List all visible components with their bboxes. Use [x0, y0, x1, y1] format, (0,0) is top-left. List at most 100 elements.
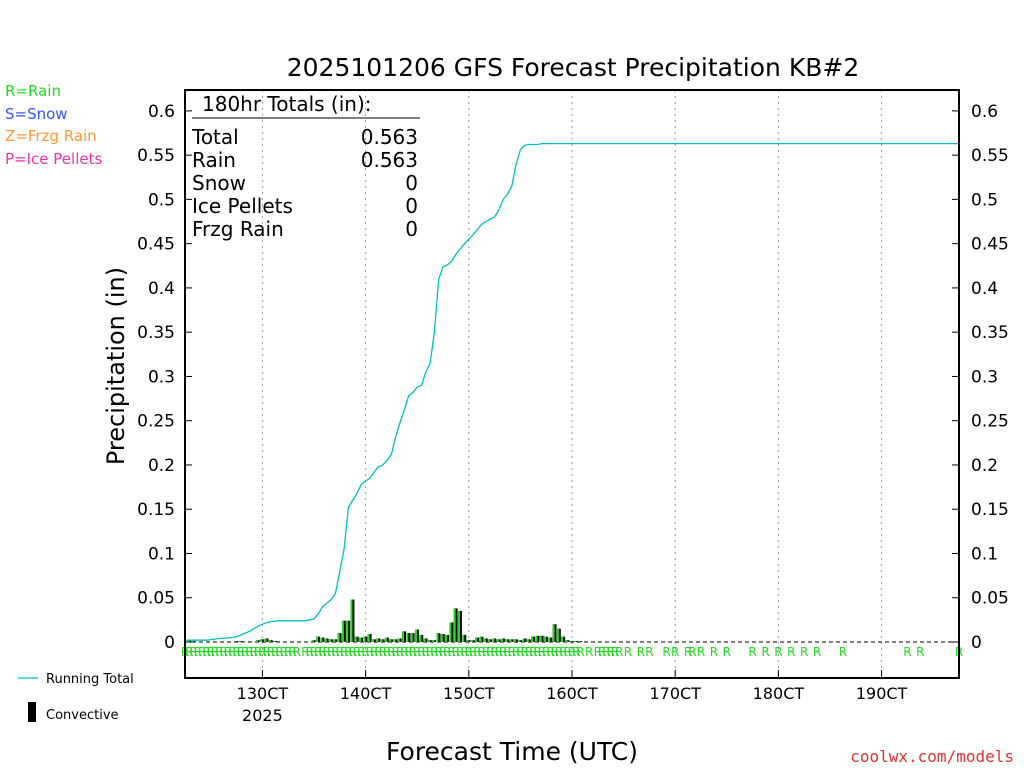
legend-rain: R=Rain	[5, 82, 61, 100]
x-tick-label: 150CT	[443, 684, 495, 703]
precip-type-marker: R	[499, 645, 507, 659]
totals-rain-value: 0.563	[361, 148, 418, 172]
rain-bar	[333, 639, 336, 642]
rain-bar	[574, 641, 577, 642]
rain-bar	[268, 640, 271, 642]
precip-type-marker: R	[284, 645, 292, 659]
precip-type-marker: R	[374, 645, 382, 659]
y-tick-label-right: 0.15	[971, 500, 1009, 520]
rain-bar	[354, 636, 357, 642]
precip-type-marker: R	[564, 645, 572, 659]
precip-type-marker: R	[331, 645, 339, 659]
rain-bar	[337, 633, 340, 642]
y-tick-label-left: 0.4	[148, 279, 175, 299]
rain-bar	[367, 634, 370, 642]
precip-type-marker: R	[503, 645, 511, 659]
rain-bar	[363, 636, 366, 642]
precip-type-marker: R	[512, 645, 520, 659]
rain-bar	[260, 639, 263, 642]
rain-bar	[432, 640, 435, 642]
precip-type-marker: R	[839, 645, 847, 659]
rain-bar	[423, 638, 426, 642]
precip-type-marker: R	[684, 645, 692, 659]
rain-bar	[475, 637, 478, 642]
y-tick-label-left: 0.05	[137, 589, 175, 609]
y-tick-label-right: 0.5	[971, 190, 998, 210]
precip-type-marker: R	[426, 645, 434, 659]
totals-frzg-rain-label: Frzg Rain	[192, 217, 284, 241]
rain-bar	[376, 638, 379, 642]
x-tick-label: 160CT	[546, 684, 598, 703]
precip-type-marker: R	[490, 645, 498, 659]
legend-ice-pellets: P=Ice Pellets	[5, 150, 102, 168]
precip-type-marker: R	[370, 645, 378, 659]
rain-bar	[479, 636, 482, 642]
precip-type-marker: R	[185, 645, 193, 659]
credit-text: coolwx.com/models	[850, 747, 1014, 766]
rain-bar	[397, 638, 400, 642]
precip-type-marker: R	[585, 645, 593, 659]
precip-type-marker: R	[387, 645, 395, 659]
totals-total-label: Total	[191, 125, 239, 149]
rain-bar	[578, 641, 581, 642]
totals-rain-label: Rain	[192, 148, 236, 172]
precip-type-marker: R	[551, 645, 559, 659]
precip-type-marker: R	[813, 645, 821, 659]
precip-type-marker: R	[671, 645, 679, 659]
precip-type-marker: R	[340, 645, 348, 659]
rain-bar	[346, 620, 349, 642]
precip-type-marker: R	[241, 645, 249, 659]
precip-type-marker: R	[533, 645, 541, 659]
rain-bar	[449, 622, 452, 642]
x-tick-label: 140CT	[340, 684, 392, 703]
rain-bar	[329, 639, 331, 642]
precip-type-marker: R	[275, 645, 283, 659]
precip-type-marker: R	[220, 645, 228, 659]
y-tick-label-right: 0.05	[971, 589, 1009, 609]
rain-bar	[415, 629, 417, 642]
precip-type-marker: R	[293, 645, 301, 659]
precip-type-marker: R	[443, 645, 451, 659]
rain-bar	[311, 640, 314, 642]
precip-type-marker: R	[318, 645, 326, 659]
chart-title: 2025101206 GFS Forecast Precipitation KB…	[287, 53, 859, 82]
precip-type-marker: R	[314, 645, 322, 659]
rain-bar	[556, 628, 559, 642]
precip-type-marker: R	[516, 645, 524, 659]
precip-type-marker: R	[383, 645, 391, 659]
precip-type-marker: R	[392, 645, 400, 659]
x-tick-label: 180CT	[753, 684, 805, 703]
precip-type-marker: R	[542, 645, 550, 659]
precip-type-marker: R	[452, 645, 460, 659]
precip-type-marker: R	[615, 645, 623, 659]
rain-bar	[187, 640, 190, 642]
precip-type-marker: R	[594, 645, 602, 659]
rain-bar	[440, 634, 443, 642]
rain-bar	[561, 636, 564, 642]
y-tick-label-right: 0.25	[971, 412, 1009, 432]
y-tick-label-right: 0.55	[971, 146, 1009, 166]
precip-type-marker: R	[607, 645, 615, 659]
y-tick-label-left: 0.3	[148, 367, 175, 387]
precip-type-marker: R	[546, 645, 554, 659]
rain-bar	[462, 634, 465, 642]
precip-type-marker: R	[525, 645, 533, 659]
y-tick-label-left: 0.5	[148, 190, 175, 210]
totals-snow-value: 0	[405, 171, 418, 195]
precip-type-marker: R	[344, 645, 352, 659]
rain-bar	[552, 624, 555, 642]
plot-border	[184, 89, 960, 679]
precip-type-marker: R	[379, 645, 387, 659]
precip-type-marker: R	[254, 645, 262, 659]
rain-bar	[436, 633, 439, 642]
precip-type-marker: R	[572, 645, 580, 659]
rain-bar	[565, 640, 568, 642]
precip-type-marker: R	[211, 645, 219, 659]
rain-bar	[544, 636, 546, 642]
precip-type-marker: R	[198, 645, 206, 659]
precip-type-marker: R	[280, 645, 288, 659]
rain-bar	[372, 639, 374, 642]
precip-type-marker: R	[486, 645, 494, 659]
precip-type-marker: R	[598, 645, 606, 659]
